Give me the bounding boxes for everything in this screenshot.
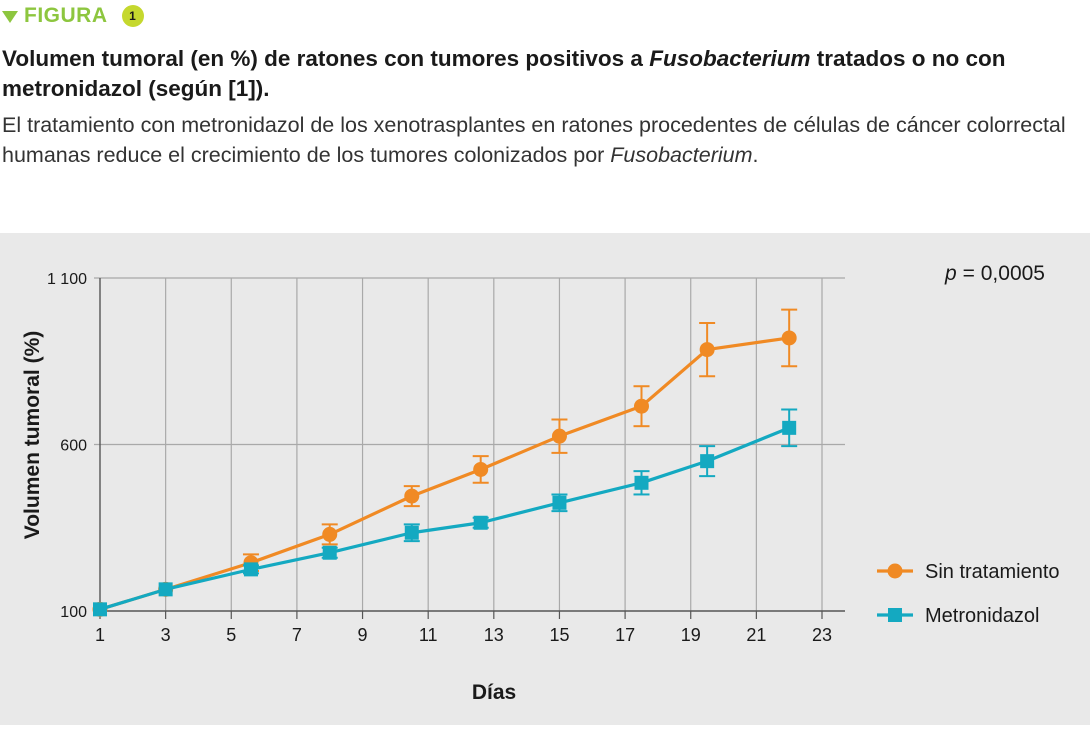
- x-tick-label: 17: [615, 625, 635, 645]
- data-point-square: [552, 495, 567, 510]
- p-value: = 0,0005: [963, 262, 1045, 285]
- x-tick-label: 7: [292, 625, 302, 645]
- data-point-circle: [404, 488, 420, 504]
- legend: Sin tratamiento Metronidazol: [877, 561, 1060, 627]
- figure-title: Volumen tumoral (en %) de ratones con tu…: [2, 46, 1006, 101]
- data-point-square: [782, 420, 797, 435]
- x-tick-label: 13: [484, 625, 504, 645]
- y-tick-label: 600: [60, 438, 87, 455]
- axes: [94, 278, 845, 619]
- triangle-down-icon: [2, 11, 18, 23]
- chart-panel: 1 3 5 7 9 11 13 15 17 19 21 23 100 600 1 100 Volumen t…: [0, 233, 1090, 725]
- figure-header: FIGURA 1: [2, 2, 144, 30]
- legend-marker-square: [888, 608, 902, 622]
- x-tick-label: 23: [812, 625, 832, 645]
- legend-label: Metronidazol: [925, 605, 1040, 627]
- data-point-circle: [322, 526, 338, 542]
- data-point-square: [93, 602, 107, 617]
- figure-number-badge: 1: [121, 5, 144, 27]
- figure-caption: El tratamiento con metronidazol de los x…: [2, 113, 1066, 167]
- p-label: p: [944, 262, 957, 285]
- data-point-circle: [551, 428, 567, 444]
- legend-item: Metronidazol: [877, 605, 1040, 627]
- data-series: [92, 308, 798, 617]
- y-axis-label: Volumen tumoral (%): [21, 331, 44, 539]
- y-tick-label: 100: [60, 604, 87, 621]
- data-point-square: [634, 475, 649, 490]
- data-point-circle: [781, 330, 797, 346]
- x-tick-label: 1: [95, 625, 105, 645]
- legend-item: Sin tratamiento: [877, 561, 1060, 583]
- x-tick-label: 11: [419, 625, 438, 645]
- data-point-square: [473, 515, 488, 530]
- legend-marker-circle: [887, 563, 903, 579]
- data-point-circle: [634, 398, 649, 414]
- series-square: [93, 408, 798, 617]
- figure-label: FIGURA: [24, 4, 108, 27]
- x-tick-label: 9: [358, 625, 368, 645]
- y-tick-label: 1 100: [47, 271, 87, 288]
- x-tick-label: 15: [549, 625, 569, 645]
- data-point-square: [158, 582, 173, 597]
- data-point-square: [404, 525, 419, 540]
- series-line: [99, 426, 790, 611]
- x-tick-label: 21: [746, 625, 766, 645]
- grid-lines: [94, 277, 845, 611]
- x-tick-label: 5: [226, 625, 236, 645]
- data-point-square: [243, 562, 258, 577]
- data-point-square: [322, 545, 337, 560]
- series-circle: [92, 308, 798, 617]
- data-point-circle: [473, 461, 489, 477]
- data-point-square: [700, 454, 715, 469]
- data-point-circle: [699, 342, 715, 358]
- x-axis-label: Días: [472, 681, 516, 704]
- x-tick-label: 19: [681, 625, 701, 645]
- x-tick-label: 3: [161, 625, 171, 645]
- legend-label: Sin tratamiento: [925, 561, 1060, 583]
- series-line: [99, 336, 790, 611]
- p-value-annotation: p = 0,0005: [944, 262, 1045, 285]
